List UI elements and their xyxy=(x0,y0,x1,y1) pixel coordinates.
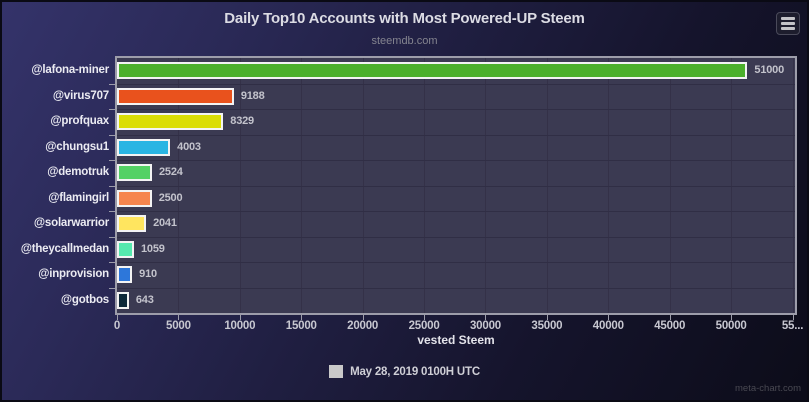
watermark: meta-chart.com xyxy=(735,383,801,394)
bar-value-label: 643 xyxy=(135,293,154,306)
x-tick-label: 50000 xyxy=(715,320,747,332)
chart-bar[interactable] xyxy=(117,291,129,309)
chart-bar[interactable] xyxy=(117,240,134,258)
chart-bar[interactable] xyxy=(117,62,748,80)
x-tick-mark xyxy=(546,315,548,320)
y-tick-mark xyxy=(109,287,115,289)
category-axis: @lafona-miner @virus707 @profquax @chungsu1… xyxy=(2,58,110,313)
chart-bar[interactable] xyxy=(117,215,147,233)
category-label: @flamingirl xyxy=(48,191,109,204)
x-tick-mark xyxy=(117,315,118,320)
row-separator xyxy=(117,262,795,263)
category-label: @inprovision xyxy=(38,268,109,280)
bar-value-label: 4003 xyxy=(177,140,201,153)
x-axis: 0 5000 10000 15000 20000 25000 30000 35000 40000… xyxy=(113,315,803,343)
y-tick-mark xyxy=(109,160,115,161)
x-tick-mark xyxy=(485,315,487,320)
bar-value-label: 2041 xyxy=(153,217,177,230)
y-tick-mark xyxy=(109,236,115,238)
x-tick-label: 20000 xyxy=(347,320,379,332)
x-tick-mark xyxy=(301,315,303,320)
x-axis-title: vested Steem xyxy=(417,333,495,347)
x-tick-label: 30000 xyxy=(469,320,501,332)
chart-bar[interactable] xyxy=(117,266,133,284)
y-tick-mark xyxy=(109,109,115,110)
x-tick-mark xyxy=(669,315,671,320)
category-label: @theycallmedan xyxy=(20,242,110,255)
row-separator xyxy=(117,109,795,110)
row-separator xyxy=(117,236,795,238)
x-tick-label: 55... xyxy=(781,320,804,332)
y-tick-mark xyxy=(109,83,115,85)
row-separator xyxy=(117,134,795,136)
x-tick-mark xyxy=(424,315,426,320)
category-label: @virus707 xyxy=(52,89,109,102)
x-tick-label: 40000 xyxy=(592,320,624,332)
chart-bar[interactable] xyxy=(117,138,171,156)
chart-bar[interactable] xyxy=(117,113,224,131)
row-separator xyxy=(117,211,795,212)
x-tick-label: 10000 xyxy=(224,320,256,332)
x-tick-label: 25000 xyxy=(408,320,440,332)
x-tick-mark xyxy=(792,315,794,320)
category-label: @gotbos xyxy=(60,293,109,306)
menu-button[interactable] xyxy=(776,12,800,35)
row-separator xyxy=(117,160,795,161)
row-separator xyxy=(117,83,795,85)
x-tick-mark xyxy=(731,315,733,320)
category-label: @chungsu1 xyxy=(45,140,109,153)
x-tick-label: 0 xyxy=(113,320,121,332)
bar-value-label: 2500 xyxy=(158,191,183,204)
hamburger-icon xyxy=(781,17,795,20)
chart-title: Daily Top10 Accounts with Most Powered-U… xyxy=(224,10,585,27)
category-label: @profquax xyxy=(50,115,109,127)
y-tick-mark xyxy=(109,185,115,187)
plot-area: 51000 9188 8329 4003 2524 2500 2041 1059 910 643 xyxy=(109,56,797,315)
y-tick-mark xyxy=(109,262,115,263)
bar-value-label: 8329 xyxy=(230,115,254,128)
bar-value-label: 2524 xyxy=(159,166,183,179)
x-tick-label: 45000 xyxy=(654,320,686,332)
bar-value-label: 910 xyxy=(139,268,157,281)
legend-swatch xyxy=(329,365,344,378)
hamburger-icon xyxy=(781,27,795,30)
row-separator xyxy=(117,185,795,187)
legend-label: May 28, 2019 0100H UTC xyxy=(350,365,480,378)
bar-value-label: 9188 xyxy=(240,89,265,102)
chart-subtitle: steemdb.com xyxy=(371,35,438,47)
x-tick-label: 15000 xyxy=(285,320,317,332)
category-label: @solarwarrior xyxy=(33,217,109,229)
x-tick-label: 5000 xyxy=(166,320,191,332)
category-label: @demotruk xyxy=(47,166,109,178)
x-tick-mark xyxy=(362,315,364,320)
chart-bar[interactable] xyxy=(117,87,234,105)
chart-bar[interactable] xyxy=(117,189,152,207)
x-tick-mark xyxy=(178,315,180,320)
hamburger-icon xyxy=(781,22,795,25)
y-tick-mark xyxy=(109,211,115,212)
y-tick-mark xyxy=(109,134,115,136)
legend: May 28, 2019 0100H UTC xyxy=(2,365,807,378)
bar-value-label: 51000 xyxy=(754,64,784,77)
x-tick-mark xyxy=(239,315,241,320)
x-tick-mark xyxy=(608,315,610,320)
row-separator xyxy=(117,287,795,289)
chart-bar[interactable] xyxy=(117,164,152,182)
bar-value-label: 1059 xyxy=(141,242,165,255)
x-tick-label: 35000 xyxy=(531,320,563,332)
category-label: @lafona-miner xyxy=(31,64,109,76)
